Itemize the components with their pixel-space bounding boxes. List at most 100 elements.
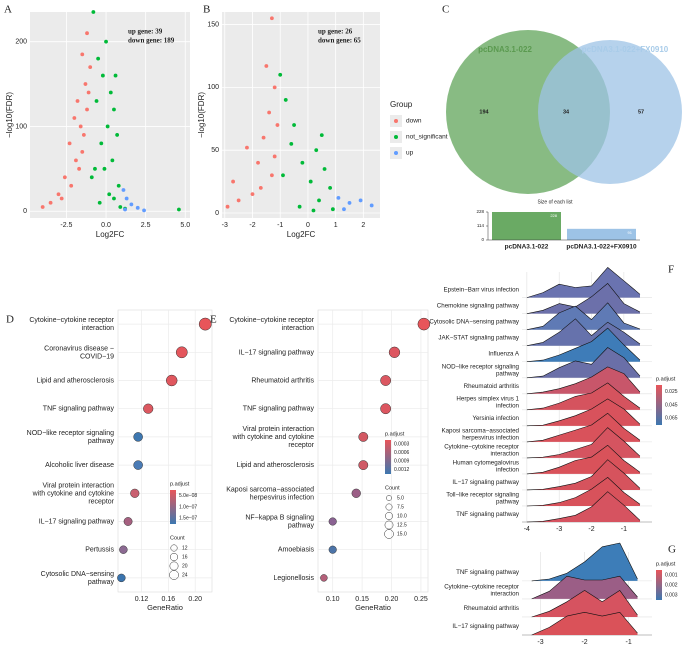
ridge-label: Chemokine signaling pathway [437, 302, 520, 309]
point [72, 116, 77, 120]
dot [380, 375, 392, 386]
ridge-fill [526, 302, 640, 330]
venn-count: 34 [563, 109, 570, 115]
point [135, 205, 140, 210]
point [102, 166, 107, 171]
ridge-fill [526, 491, 640, 522]
colorbar-label: 5.0e−08 [179, 493, 197, 499]
size-key [386, 495, 392, 501]
y-category-label: IL−17 signaling pathway [239, 349, 315, 356]
ridge [526, 382, 641, 411]
y-category-label: NOD−like receptor signaling pathway [27, 430, 115, 445]
point [97, 200, 102, 205]
y-category-label: Viral protein interaction with cytokine a… [32, 482, 115, 505]
annotation: up gene: 39 [128, 28, 163, 36]
y-tick-label: 114 [477, 223, 485, 228]
x-tick-label: -2 [588, 526, 594, 533]
colorbar-label: 0.025 [665, 389, 678, 395]
colorbar-label: 0.0003 [394, 442, 410, 448]
point [322, 167, 327, 171]
ridge-label: Toll−like receptor signaling pathway [446, 491, 520, 505]
ridge-label: TNF signaling pathway [456, 568, 520, 575]
point [85, 31, 89, 36]
y-category-label: NF−kappa B signaling pathway [245, 514, 314, 529]
point [272, 85, 277, 90]
ridge-label: JAK−STAT signaling pathway [438, 334, 520, 341]
y-tick-label: 100 [207, 84, 219, 91]
ridge [526, 267, 641, 298]
panel-letter: B [203, 4, 210, 16]
point [80, 149, 85, 154]
point [86, 90, 91, 95]
size-key [170, 544, 178, 552]
x-tick-label: -3 [537, 639, 543, 646]
ridge [526, 366, 641, 395]
point [308, 179, 313, 184]
ridge-label: TNF signaling pathway [456, 511, 520, 518]
point [250, 192, 255, 197]
y-tick-label: 0 [215, 210, 219, 217]
legend-swatch [394, 135, 398, 139]
dot [351, 488, 361, 498]
legend-title: p.adjust [170, 481, 190, 487]
ridge-fill [531, 612, 638, 635]
size-key [169, 570, 179, 580]
ridge-label: Kaposi sarcoma−associated herpesvirus inf… [441, 427, 519, 441]
panel-letter: E [210, 314, 217, 326]
y-category-label: Coronavirus disease − COVID−19 [44, 345, 114, 360]
point [69, 183, 74, 188]
x-tick-label: -3 [222, 222, 228, 229]
x-tick-label: 1 [334, 222, 338, 229]
ridge-fill [531, 590, 638, 617]
dot [166, 374, 178, 387]
point [319, 133, 324, 137]
colorbar-label: 0.065 [665, 416, 678, 422]
colorbar-label: 1.0e−07 [179, 504, 197, 510]
dot [175, 346, 188, 359]
ridge-label: Cytokine−cytokine receptor interaction [444, 443, 519, 457]
point [118, 205, 123, 209]
y-category-label: IL−17 signaling pathway [39, 518, 115, 525]
legend-swatch [394, 119, 398, 123]
venn-set-label: pcDNA3.1-022 [478, 45, 532, 54]
y-category-label: TNF signaling pathway [43, 406, 115, 413]
point [292, 123, 296, 127]
size-label: 5.0 [397, 495, 404, 501]
point [369, 203, 374, 208]
point [123, 207, 127, 212]
ridge-label: NOD−like receptor signaling pathway [442, 363, 520, 377]
x-tick-label: -4 [524, 526, 530, 533]
legend-title: Count [385, 485, 400, 491]
annotation: down gene: 65 [318, 37, 361, 45]
point [124, 196, 129, 201]
ridge [526, 427, 641, 459]
point [121, 188, 126, 192]
size-key [384, 529, 394, 539]
y-category-label: Amoebiasis [278, 547, 315, 554]
x-tick-label: -2 [581, 639, 587, 646]
point [93, 166, 97, 171]
point [225, 204, 230, 209]
venn-count: 194 [479, 109, 489, 115]
dot [380, 403, 392, 415]
point [330, 207, 335, 212]
point [112, 196, 116, 201]
panel-letter: F [668, 264, 674, 276]
legend-label: up [406, 150, 414, 157]
ridge-label: Herpes simplex virus 1 infection [456, 395, 519, 409]
point [112, 107, 116, 112]
venn-set [538, 40, 682, 184]
bar [492, 212, 561, 240]
bar-value: 91 [628, 230, 633, 235]
bar-title: Size of each list [537, 199, 573, 205]
point [110, 158, 115, 163]
point [264, 64, 269, 68]
ridge [526, 459, 641, 491]
y-category-label: Rheumatoid arthritis [251, 377, 314, 384]
panel-letter: A [4, 4, 12, 16]
point [74, 158, 78, 163]
point [281, 173, 285, 178]
dot [119, 545, 128, 554]
dot [133, 460, 143, 470]
ridge-label: Influenza A [488, 350, 519, 357]
